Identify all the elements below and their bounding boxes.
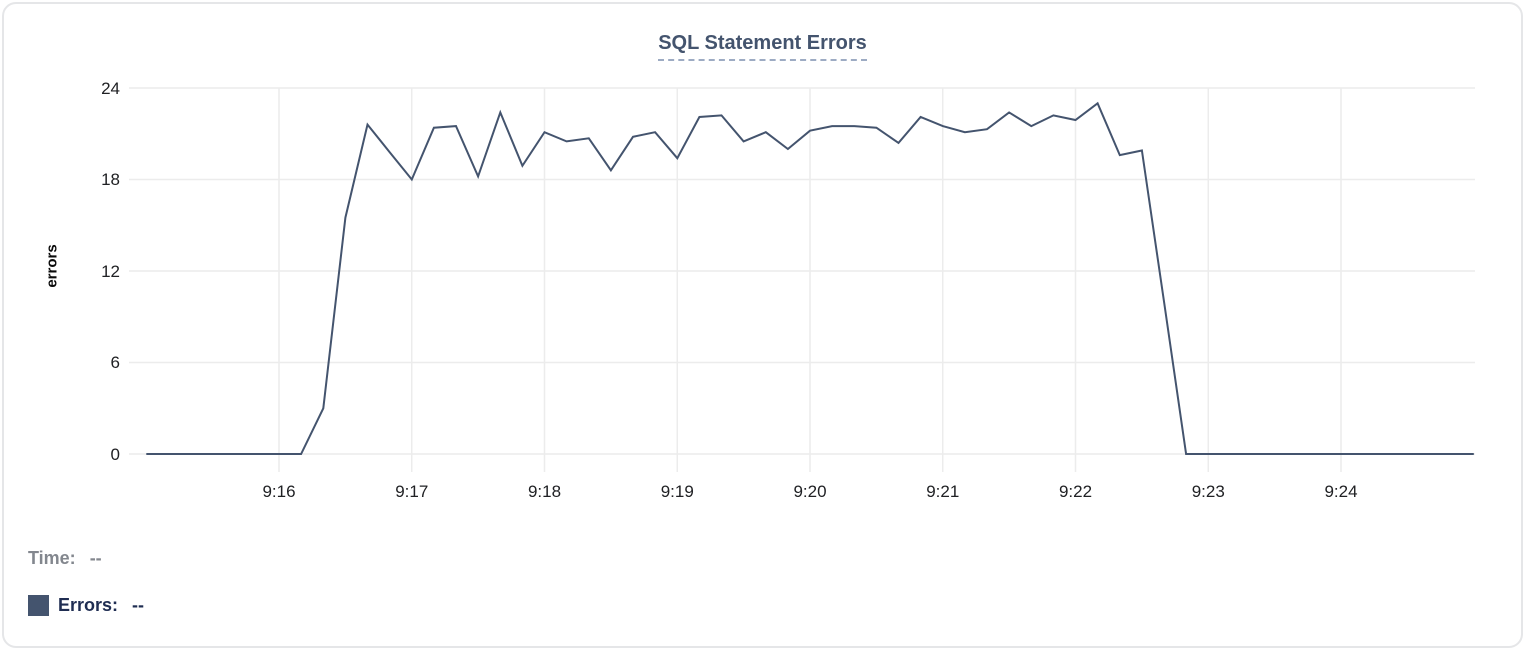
y-tick-label: 0 [110, 444, 120, 464]
legend-time-value: -- [89, 548, 102, 568]
errors-series-swatch [28, 595, 49, 616]
y-tick-label: 24 [101, 78, 120, 98]
y-tick-label: 12 [101, 261, 120, 281]
x-tick-label: 9:22 [1058, 482, 1093, 501]
errors-line-series [146, 101, 1474, 455]
line-chart-plot-area[interactable] [129, 87, 1475, 472]
legend-time-label: Time: [28, 548, 76, 568]
legend-time-row: Time: -- [28, 548, 102, 569]
chart-title[interactable]: SQL Statement Errors [658, 32, 867, 61]
y-tick-label: 6 [110, 353, 120, 372]
x-tick-label: 9:16 [262, 482, 296, 501]
x-tick-label: 9:18 [527, 482, 562, 501]
chart-header: SQL Statement Errors [4, 32, 1521, 61]
legend-errors-label: Errors: [58, 595, 119, 615]
legend-errors-row: Errors: -- [28, 595, 144, 616]
x-tick-label: 9:20 [793, 482, 827, 501]
x-tick-label: 9:17 [395, 482, 429, 501]
x-tick-label: 9:21 [926, 482, 960, 501]
y-tick-label: 18 [101, 170, 120, 189]
x-tick-label: 9:19 [660, 482, 694, 501]
x-tick-label: 9:24 [1324, 482, 1358, 501]
legend-errors-value: -- [132, 595, 145, 615]
x-tick-label: 9:23 [1191, 482, 1225, 501]
